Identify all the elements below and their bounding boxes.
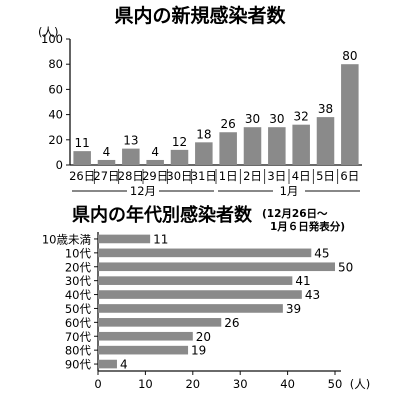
chart2-subtitle-line1: (12月26日～: [262, 208, 328, 220]
chart1-category-label: 5日: [316, 169, 335, 183]
chart1-bar: [268, 127, 286, 165]
chart1-bar: [122, 148, 140, 165]
chart2-bar: [98, 359, 117, 369]
chart1-category-label: 29日: [142, 169, 168, 183]
chart2-bar: [98, 318, 222, 327]
chart2-data-label: 11: [153, 232, 168, 246]
chart2-category-label: 30代: [65, 274, 92, 288]
chart1-data-label: 32: [294, 110, 309, 124]
chart2-data-label: 20: [196, 330, 211, 344]
chart2-x-tick-label: 10: [138, 377, 153, 391]
chart2-x-tick-label: 50: [328, 377, 343, 391]
chart2-bar: [98, 331, 193, 341]
chart1-category-label: 4日: [292, 169, 311, 183]
chart1-category-label: 26日: [69, 169, 95, 183]
chart1-category-label: 30日: [166, 169, 192, 183]
chart1-data-label: 18: [196, 127, 211, 141]
chart2-data-label: 50: [338, 260, 353, 274]
chart1-bar: [341, 64, 359, 165]
chart2-title: 県内の年代別感染者数: [72, 204, 253, 226]
chart1-bar: [146, 159, 164, 165]
chart2-bar: [98, 262, 335, 272]
chart2-data-label: 45: [314, 246, 329, 260]
chart1-bar: [219, 132, 237, 165]
chart2-category-label: 70代: [65, 330, 92, 344]
chart1-category-label: 3日: [267, 169, 286, 183]
chart2-category-label: 10歳未満: [42, 232, 91, 246]
chart1-bar: [243, 127, 262, 165]
chart1-category-label: 6日: [340, 169, 359, 183]
chart1-axes: 0 20 40 60 80 100: [41, 32, 362, 172]
chart1-data-label: 30: [269, 112, 284, 126]
chart1-y-tick-label: 20: [48, 133, 63, 147]
chart2-category-label: 80代: [65, 344, 92, 358]
chart1-data-label: 4: [103, 145, 111, 159]
chart1-data-label: 38: [318, 102, 333, 116]
chart1-bar: [97, 159, 116, 165]
chart1-data-labels: 11 4 13 4 12 18 26 30 30 32 38 80: [75, 49, 358, 159]
chart2-subtitle-line2: 1月６日発表分): [270, 220, 345, 233]
chart2-x-tick-label: 20: [185, 377, 200, 391]
chart2-x-tick-label: 30: [233, 377, 248, 391]
chart2-bar: [98, 290, 302, 299]
chart2-bar: [98, 345, 189, 355]
chart1-category-label: 27日: [93, 169, 119, 183]
chart2-data-label: 26: [224, 316, 239, 330]
chart1-category-label: 31日: [191, 169, 217, 183]
chart1-data-label: 30: [245, 112, 260, 126]
chart2-category-label: 10代: [65, 246, 92, 260]
chart2-x-tick-label: 40: [280, 377, 295, 391]
chart1-data-label: 4: [151, 145, 159, 159]
chart1-bar: [316, 117, 335, 165]
chart2-bar: [98, 276, 293, 285]
chart2-category-label: 60代: [65, 316, 92, 330]
chart1-bar: [170, 149, 189, 165]
chart2-category-label: 20代: [65, 260, 92, 274]
chart1-category-label: 1日: [219, 169, 238, 183]
chart2-bar: [98, 234, 151, 244]
chart2-category-label: 50代: [65, 302, 92, 316]
chart1-data-label: 80: [342, 49, 357, 63]
chart1-month-groups: 12月 1月: [72, 184, 360, 198]
chart1-bar: [292, 124, 310, 165]
chart2-x-unit: (人): [350, 377, 370, 391]
chart2-data-label: 4: [120, 358, 128, 372]
chart2-data-label: 41: [295, 274, 310, 288]
chart1-group-label: 1月: [280, 184, 299, 198]
chart2-bar: [98, 304, 283, 313]
chart1-data-label: 26: [221, 117, 236, 131]
chart2-data-label: 43: [305, 288, 320, 302]
chart1-y-unit: (人): [38, 25, 58, 39]
chart1-y-tick-label: 80: [48, 57, 63, 71]
chart2-category-label: 40代: [65, 288, 92, 302]
chart1-bar: [195, 142, 213, 165]
chart1-data-label: 12: [172, 135, 187, 149]
chart1-data-label: 13: [123, 134, 138, 148]
chart1-title: 県内の新規感染者数: [114, 4, 286, 27]
chart2-x-tick-label: 0: [94, 377, 101, 391]
chart1-bars: [73, 64, 359, 165]
chart1-category-label: 28日: [118, 169, 144, 183]
chart1-y-tick-label: 60: [48, 82, 63, 96]
chart1-category-label: 2日: [243, 169, 262, 183]
chart2-category-label: 90代: [65, 358, 92, 372]
chart2-bars: [98, 234, 335, 369]
chart1-y-tick-label: 40: [48, 108, 63, 122]
chart1-y-tick-label: 0: [56, 158, 63, 172]
chart2-x-ticks: 0 10 20 30 40 50: [94, 371, 342, 391]
chart1-bar: [73, 151, 91, 165]
chart2-bar: [98, 248, 312, 258]
chart1-data-label: 11: [75, 136, 90, 150]
chart1-y-tick-label: 100: [41, 32, 63, 46]
chart1-group-label: 12月: [130, 184, 156, 198]
chart2-data-label: 19: [191, 344, 206, 358]
chart2-data-label: 39: [286, 302, 301, 316]
